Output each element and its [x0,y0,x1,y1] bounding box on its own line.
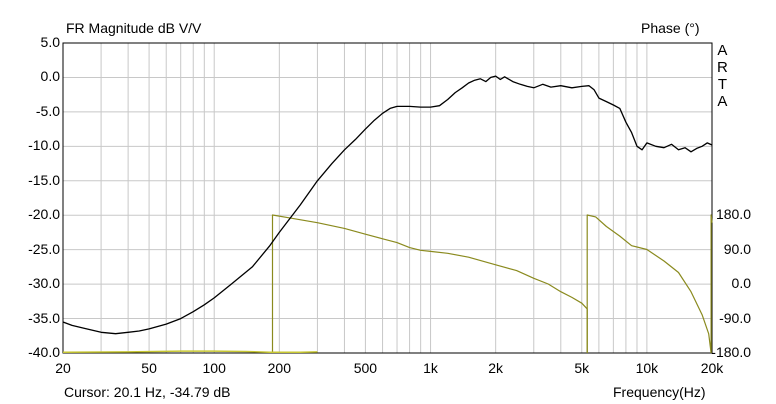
series-layer [62,75,713,354]
y-tick-label-left: 0.0 [40,68,60,85]
y-tick-label-left: -15.0 [28,171,60,188]
phase-curve-low [62,350,318,353]
x-tick-label: 5k [574,360,590,376]
x-tick-label: 50 [141,360,157,376]
magnitude-axis-title: FR Magnitude dB V/V [66,20,202,36]
arta-logo: A R T A [717,42,728,110]
phase-curve [710,214,713,353]
y-tick-label-right: 180.0 [715,206,751,222]
arta-letter: R [717,59,728,76]
y-tick-label-left: -25.0 [28,240,60,257]
cursor-readout: Cursor: 20.1 Hz, -34.79 dB [64,384,231,400]
phase-curve [271,214,588,353]
y-tick-label-left: -10.0 [28,137,60,154]
y-tick-label-right: 90.0 [723,240,751,257]
phase-curve [586,214,712,354]
x-tick-label: 1k [423,360,438,376]
arta-letter: A [717,42,728,59]
y-tick-label-right: -90.0 [719,309,751,326]
phase-axis-title: Phase (°) [641,20,700,36]
x-tick-label: 20k [700,360,724,376]
x-tick-label: 200 [267,360,292,376]
x-tick-label: 100 [202,360,226,376]
y-tick-label-left: -40.0 [28,344,60,360]
y-tick-label-right: 0.0 [731,275,751,291]
x-axis-title: Frequency(Hz) [613,384,706,400]
y-tick-label-left: -35.0 [28,309,60,326]
y-tick-label-left: -5.0 [35,102,60,119]
x-tick-label: 10k [635,360,659,376]
y-tick-label-left: -20.0 [28,206,60,223]
magnitude-curve [62,75,713,335]
x-tick-label: 500 [353,360,378,376]
y-tick-label-right: -180.0 [711,344,751,360]
y-tick-label-left: 5.0 [40,34,60,50]
grid [63,43,712,353]
x-tick-label: 2k [488,360,504,376]
arta-letter: T [717,76,727,93]
arta-letter: A [717,93,728,110]
x-tick-label: 20 [55,360,71,376]
y-tick-label-left: -30.0 [28,275,60,292]
plot-frame [62,42,713,354]
